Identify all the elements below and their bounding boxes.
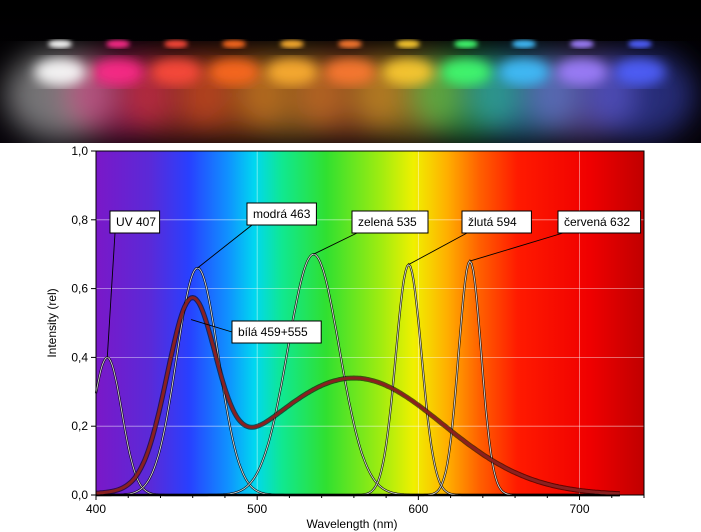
- x-tick-label: 400: [86, 502, 106, 516]
- annotation-leader: [469, 232, 564, 262]
- pink-led: [106, 40, 130, 48]
- red-orange-led: [222, 40, 246, 48]
- annotation-leader: [106, 232, 116, 358]
- plot-frame: [95, 150, 645, 496]
- annotation-label: červená 632: [564, 215, 630, 229]
- y-tick-label: 0,8: [71, 213, 88, 227]
- orange-led-spot: [324, 58, 376, 86]
- y-tick-label: 0,0: [71, 488, 88, 502]
- pink-led-spot: [92, 58, 144, 86]
- annotation-label: modrá 463: [253, 207, 311, 221]
- y-tick-label: 1,0: [71, 144, 88, 158]
- annotation-box: [231, 320, 322, 344]
- plot-background: [96, 151, 644, 495]
- blue-led-glow: [585, 50, 695, 140]
- y-tick-label: 0,2: [71, 419, 88, 433]
- red-led-1: [164, 40, 188, 48]
- amber-led-spot: [266, 58, 318, 86]
- blue-led-spot: [614, 58, 666, 86]
- annotation-box: [351, 210, 429, 234]
- annotation-box: [246, 202, 317, 226]
- violet-led-spot: [556, 58, 608, 86]
- violet-led: [570, 40, 594, 48]
- y-axis-label: Intensity (rel): [45, 288, 59, 357]
- annotation-leader: [408, 232, 468, 265]
- cyan-led-spot: [498, 58, 550, 86]
- red-led-1-spot: [150, 58, 202, 86]
- yellow-led-spot: [382, 58, 434, 86]
- orange-led: [338, 40, 362, 48]
- series-line: [95, 296, 620, 496]
- annotation-label: bílá 459+555: [238, 325, 308, 339]
- annotation-box: [557, 210, 642, 234]
- x-axis-label: Wavelength (nm): [307, 517, 398, 531]
- annotation-leader: [197, 224, 253, 269]
- annotation-leader: [313, 232, 358, 255]
- annotation-box: [461, 210, 532, 234]
- x-tick-label: 600: [408, 502, 428, 516]
- annotation-label: žlutá 594: [468, 215, 517, 229]
- annotation-label: zelená 535: [358, 215, 417, 229]
- white-led: [48, 40, 72, 48]
- annotation-label: UV 407: [116, 215, 156, 229]
- green-led: [454, 40, 478, 48]
- spectrum-chart: UV 407 modrá 463 zelená 535 žlutá 594 červen…: [45, 144, 645, 531]
- white-led-spot: [34, 58, 86, 86]
- green-led-spot: [440, 58, 492, 86]
- blue-led: [628, 40, 652, 48]
- cyan-led: [512, 40, 536, 48]
- yellow-led: [396, 40, 420, 48]
- led-photo: [0, 0, 701, 143]
- amber-led: [280, 40, 304, 48]
- annotation-box: [109, 210, 161, 234]
- red-orange-led-spot: [208, 58, 260, 86]
- y-tick-label: 0,6: [71, 282, 88, 296]
- y-tick-label: 0,4: [71, 350, 88, 364]
- x-tick-label: 700: [570, 502, 590, 516]
- x-tick-label: 500: [247, 502, 267, 516]
- annotation-leader: [190, 319, 233, 333]
